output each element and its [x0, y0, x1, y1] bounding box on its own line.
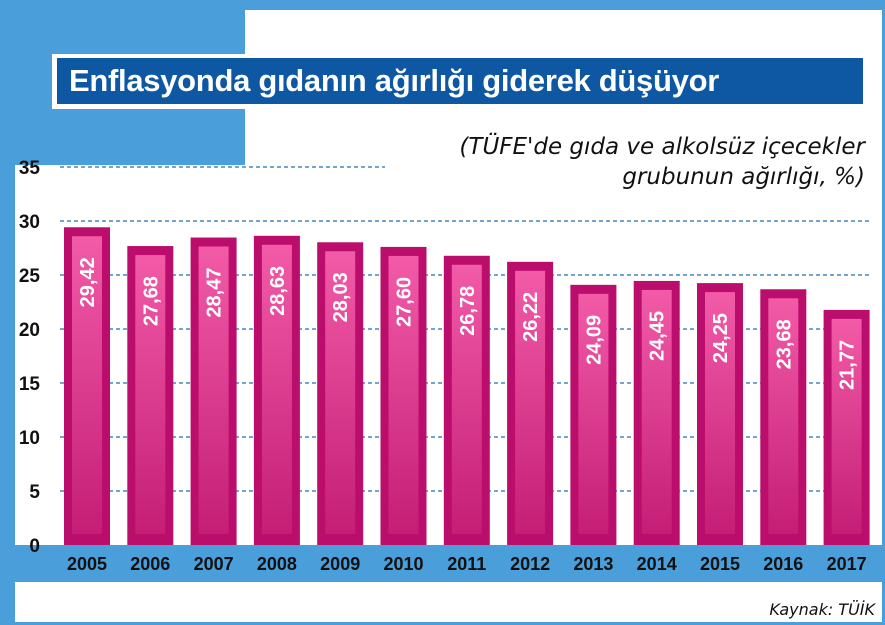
bar-2010: 27,60: [380, 246, 427, 546]
x-tick-label: 2011: [447, 554, 486, 574]
bar-inner: [72, 236, 102, 535]
bar-2008: 28,63: [253, 235, 300, 545]
bar-inner: [831, 318, 862, 534]
bar-value-label: 29,42: [77, 257, 99, 307]
x-tick-label: 2007: [194, 554, 234, 574]
bar-value-label: 24,09: [583, 315, 605, 365]
x-tick-label: 2016: [763, 554, 803, 574]
bar-value-label: 28,47: [204, 268, 226, 318]
y-tick-label: 0: [29, 536, 40, 557]
y-tick-label: 5: [29, 482, 40, 503]
bars: 29,42 27,68 28,47 28,63 28,03 27,60 26,78 26,22…: [64, 227, 870, 546]
bar-2007: 28,47: [190, 237, 237, 546]
chart-subtitle: (TÜFE'de gıda ve alkolsüz içecekler grub…: [345, 132, 865, 192]
bar-2005: 29,42: [64, 227, 110, 546]
bar-inner: [705, 292, 735, 534]
bar-2009: 28,03: [317, 242, 364, 545]
bar-value-label: 24,45: [647, 311, 669, 361]
x-tick-label: 2014: [637, 554, 677, 574]
y-tick-label: 25: [19, 266, 41, 287]
x-tick-label: 2013: [573, 554, 613, 574]
bar-inner: [515, 270, 546, 534]
bar-2013: 24,09: [570, 284, 617, 545]
bar-value-label: 26,78: [457, 286, 479, 336]
chart-title: Enflasyonda gıdanın ağırlığı giderek düş…: [69, 63, 719, 98]
x-tick-label: 2010: [383, 554, 423, 574]
bar-value-label: 24,25: [710, 313, 732, 363]
bar-inner: [325, 251, 356, 534]
y-tick-label: 20: [19, 320, 40, 341]
bar-2015: 24,25: [697, 283, 743, 545]
subtitle-line-2: grubunun ağırlığı, %): [622, 164, 865, 190]
x-tick-label: 2005: [67, 554, 107, 574]
bar-inner: [261, 244, 292, 534]
y-tick-label: 30: [19, 212, 40, 233]
bar-value-label: 21,77: [837, 340, 859, 390]
bar-2012: 26,22: [507, 261, 554, 545]
bar-value-label: 27,60: [394, 277, 416, 327]
bar-inner: [135, 255, 166, 534]
bar-2011: 26,78: [443, 255, 490, 545]
y-tick-label: 15: [19, 374, 41, 395]
title-bar: Enflasyonda gıdanın ağırlığı giderek düş…: [57, 58, 863, 104]
x-tick-label: 2012: [510, 554, 550, 574]
bar-inner: [768, 298, 799, 534]
bar-inner: [198, 246, 229, 535]
x-tick-label: 2015: [700, 554, 740, 574]
x-tick-label: 2008: [257, 554, 297, 574]
y-tick-label: 10: [19, 428, 40, 449]
x-tick-labels: 2005 2006 2007 2008 2009 2010 2011 2012 2013 2014…: [67, 554, 867, 574]
x-tick-label: 2006: [130, 554, 170, 574]
bar-inner: [388, 255, 419, 535]
bar-inner: [451, 264, 482, 534]
bar-2014: 24,45: [633, 280, 680, 545]
bar-value-label: 28,03: [330, 272, 352, 322]
bar-inner: [578, 293, 609, 534]
x-tick-label: 2009: [320, 554, 360, 574]
bar-value-label: 26,22: [520, 292, 542, 342]
bar-inner: [641, 289, 672, 534]
bar-value-label: 23,68: [773, 319, 795, 369]
y-tick-labels: 0 5 10 15 20 25 30 35: [19, 158, 41, 557]
bar-2006: 27,68: [127, 246, 174, 545]
source-note: Kaynak: TÜİK: [763, 598, 881, 621]
x-tick-label: 2017: [827, 554, 867, 574]
y-tick-label: 35: [19, 158, 41, 179]
x-axis-strip: [15, 545, 882, 582]
subtitle-line-1: (TÜFE'de gıda ve alkolsüz içecekler: [459, 134, 865, 160]
bar-2017: 21,77: [823, 309, 870, 545]
bar-value-label: 28,63: [267, 266, 289, 316]
bar-value-label: 27,68: [140, 276, 162, 326]
bar-2016: 23,68: [760, 289, 807, 545]
